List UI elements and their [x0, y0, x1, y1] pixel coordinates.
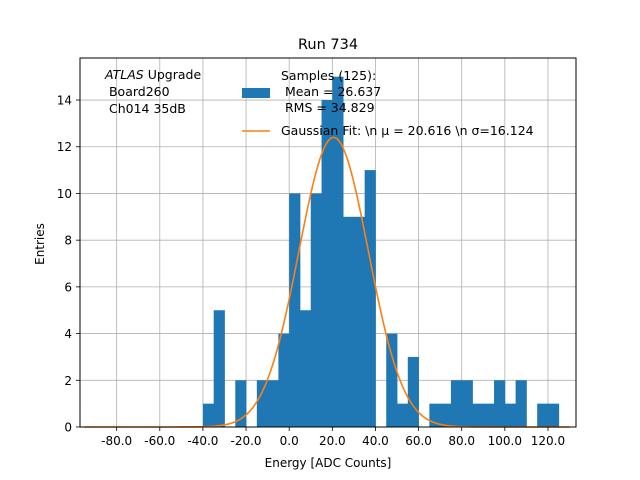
x-axis-label: Energy [ADC Counts] [265, 456, 392, 470]
legend: Samples (125): Mean = 26.637 RMS = 34.82… [242, 68, 534, 138]
histogram-bar [483, 403, 495, 427]
histogram-bar [289, 193, 301, 427]
histogram-bar [397, 403, 409, 427]
y-tick-label: 0 [64, 421, 72, 435]
annotation-upgrade: Upgrade [144, 67, 202, 82]
histogram-bar [472, 403, 484, 427]
histogram-bar [547, 403, 560, 427]
histogram-bar [321, 100, 333, 428]
histogram-bar [299, 310, 312, 427]
histogram-bar [353, 216, 366, 427]
y-axis: 0 2 4 6 8 10 12 14 [57, 94, 80, 435]
x-tick-label: 80.0 [448, 434, 475, 448]
y-tick-label: 6 [64, 280, 72, 294]
y-tick-label: 12 [57, 140, 72, 154]
histogram-bar [429, 403, 441, 427]
histogram-bar [310, 193, 322, 427]
histogram-bar [213, 310, 225, 427]
histogram-bar [504, 403, 517, 427]
y-axis-label: Entries [33, 223, 47, 265]
x-tick-label: 20.0 [319, 434, 346, 448]
histogram-bar [364, 170, 376, 428]
histogram-bar [537, 403, 549, 427]
histogram-bar [235, 380, 247, 427]
x-tick-label: -40.0 [187, 434, 218, 448]
histogram-bar [407, 356, 419, 427]
histogram-bar [332, 76, 344, 428]
x-tick-label: 0.0 [280, 434, 299, 448]
histogram-bar [343, 216, 355, 427]
histogram-bar [450, 380, 463, 427]
atlas-annotation: ATLAS Upgrade Board260 Ch014 35dB [104, 67, 201, 116]
y-tick-label: 10 [57, 187, 72, 201]
legend-hist-swatch [242, 88, 270, 98]
x-tick-label: -20.0 [231, 434, 262, 448]
histogram-bar [386, 333, 398, 427]
histogram-bar [202, 403, 215, 427]
y-tick-label: 2 [64, 374, 72, 388]
x-tick-label: 120.0 [531, 434, 565, 448]
histogram-bar [256, 380, 269, 427]
histogram-bar [461, 380, 473, 427]
plot-frame [79, 57, 577, 428]
histogram-bar [494, 380, 506, 427]
annotation-line-1: ATLAS Upgrade [104, 67, 201, 82]
annotation-board: Board260 [105, 84, 170, 99]
histogram-bar [440, 403, 452, 427]
x-tick-label: 60.0 [405, 434, 432, 448]
histogram-bars [202, 76, 560, 428]
annotation-atlas: ATLAS [104, 67, 144, 82]
x-tick-label: 100.0 [488, 434, 522, 448]
x-axis: -80.0 -60.0 -40.0 -20.0 0.0 20.0 40.0 60.0 80.0 1… [101, 427, 565, 448]
annotation-channel: Ch014 35dB [105, 101, 186, 116]
histogram-bar [278, 333, 290, 427]
legend-hist-line-3: RMS = 34.829 [281, 100, 375, 115]
legend-hist-line-1: Samples (125): [281, 68, 376, 83]
histogram-bar [267, 380, 279, 427]
y-tick-label: 8 [64, 234, 72, 248]
legend-hist-line-2: Mean = 26.637 [281, 84, 381, 99]
x-tick-label: -80.0 [101, 434, 132, 448]
legend-fit-label: Gaussian Fit: \n μ = 20.616 \n σ=16.124 [281, 123, 534, 138]
y-tick-label: 14 [57, 94, 72, 108]
x-tick-label: -60.0 [144, 434, 175, 448]
chart-title: Run 734 [298, 37, 358, 53]
y-tick-label: 4 [64, 327, 72, 341]
x-tick-label: 40.0 [362, 434, 389, 448]
histogram-bar [515, 380, 527, 427]
